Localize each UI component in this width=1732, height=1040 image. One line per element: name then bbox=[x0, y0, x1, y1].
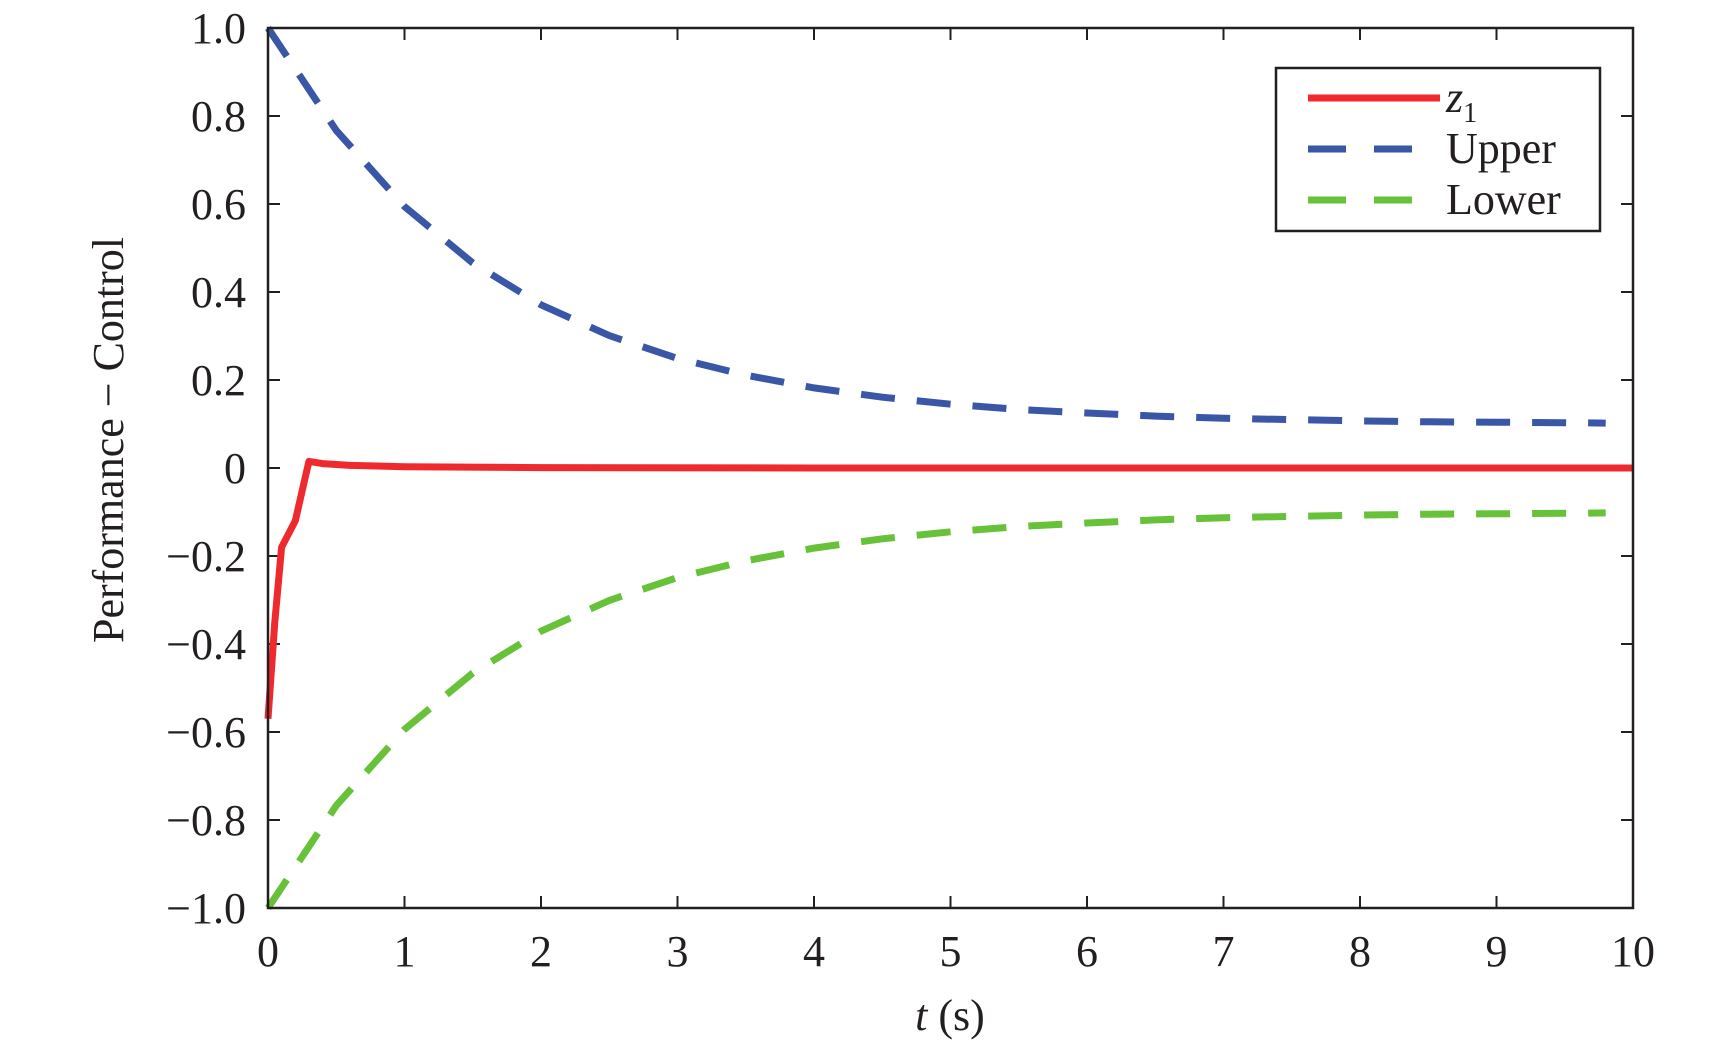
x-axis-unit: (s) bbox=[927, 991, 984, 1040]
y-tick-label: 1.0 bbox=[191, 4, 246, 53]
y-tick-label: 0.2 bbox=[191, 356, 246, 405]
x-tick-label: 6 bbox=[1076, 927, 1098, 976]
x-tick-label: 10 bbox=[1611, 927, 1655, 976]
legend-label-text: Lower bbox=[1446, 175, 1561, 224]
legend-label-subscript: 1 bbox=[1463, 98, 1477, 129]
y-tick-label: 0.4 bbox=[191, 268, 246, 317]
x-tick-label: 8 bbox=[1349, 927, 1371, 976]
series-line-z bbox=[264, 457, 1633, 720]
x-tick-label: 9 bbox=[1486, 927, 1508, 976]
x-tick-label: 3 bbox=[667, 927, 689, 976]
y-tick-label: 0.6 bbox=[191, 180, 246, 229]
plot-frame bbox=[266, 26, 1635, 910]
y-tick-label: 0 bbox=[224, 444, 246, 493]
legend-label-text: z bbox=[1445, 73, 1463, 122]
legend-label-text: Upper bbox=[1446, 124, 1556, 173]
x-axis-label: t (s) bbox=[915, 991, 985, 1040]
x-tick-label: 4 bbox=[803, 927, 825, 976]
x-tick-label: 5 bbox=[940, 927, 962, 976]
y-tick-label: −1.0 bbox=[166, 884, 246, 933]
x-tick-label: 1 bbox=[394, 927, 416, 976]
series-line-upper bbox=[265, 26, 1606, 427]
series-line-lower bbox=[265, 509, 1606, 910]
y-axis-label: Performance − Control bbox=[84, 237, 133, 643]
legend-label-upper: Upper bbox=[1446, 124, 1556, 173]
x-axis-variable: t bbox=[915, 991, 929, 1040]
legend-label-lower: Lower bbox=[1446, 175, 1561, 224]
legend-label-z: z1 bbox=[1445, 73, 1477, 129]
y-tick-label: 0.8 bbox=[191, 92, 246, 141]
x-tick-label: 0 bbox=[257, 927, 279, 976]
series-lines bbox=[264, 26, 1633, 910]
y-tick-label: −0.4 bbox=[166, 620, 246, 669]
x-tick-label: 7 bbox=[1213, 927, 1235, 976]
y-tick-label: −0.8 bbox=[166, 796, 246, 845]
y-tick-label: −0.2 bbox=[166, 532, 246, 581]
x-tick-label: 2 bbox=[530, 927, 552, 976]
y-tick-label: −0.6 bbox=[166, 708, 246, 757]
